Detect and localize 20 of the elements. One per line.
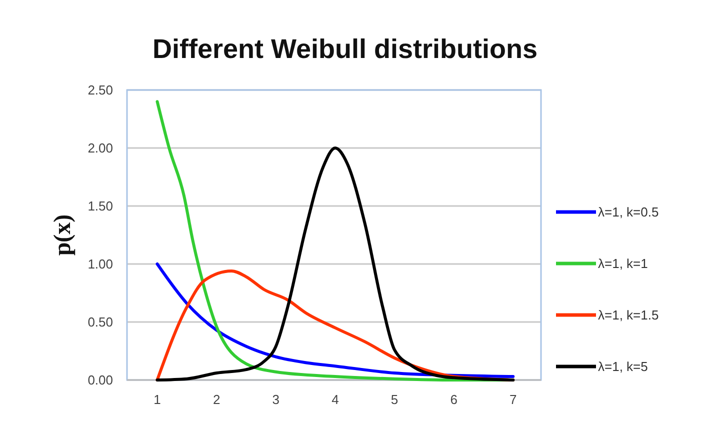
- legend-label: λ=1, k=1.5: [598, 308, 659, 323]
- y-tick-label: 2.00: [88, 140, 113, 156]
- line-series: [156, 146, 515, 382]
- x-tick-label: 1: [154, 392, 161, 407]
- x-tick-label: 5: [390, 392, 398, 407]
- y-tick-label: 1.00: [88, 256, 113, 272]
- y-tick-label: 0.50: [88, 314, 113, 330]
- x-tick-label: 6: [450, 392, 458, 407]
- x-tick-label: 2: [212, 392, 220, 407]
- x-tick-label: 4: [332, 392, 339, 407]
- legend-label: λ=1, k=1: [598, 256, 648, 272]
- x-tick-label: 7: [510, 392, 517, 407]
- y-axis-title: p(x): [50, 214, 76, 256]
- legend-label: λ=1, k=0.5: [598, 204, 659, 220]
- chart-title: Different Weibull distributions: [152, 34, 538, 64]
- y-tick-label: 1.50: [88, 198, 113, 214]
- x-tick-label: 3: [272, 392, 280, 407]
- legend-label: λ=1, k=5: [598, 359, 648, 374]
- y-tick-label: 0.00: [88, 372, 113, 388]
- y-tick-label: 2.50: [88, 82, 113, 98]
